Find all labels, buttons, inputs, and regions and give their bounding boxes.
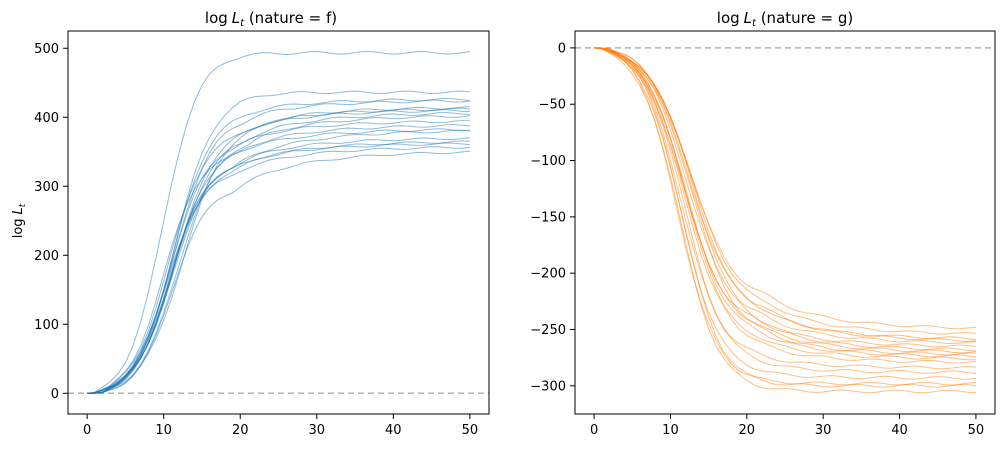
y-tick-label: 500: [34, 42, 59, 57]
subplot-g: log Lt (nature = g) 0 10 20 30 40 50 0 −50 −100 −1…: [530, 9, 996, 438]
chart-title-g: log Lt (nature = g): [717, 9, 853, 29]
series-line: [87, 140, 470, 394]
series-line: [594, 47, 976, 375]
series-line: [87, 142, 470, 394]
y-tick-label: −100: [530, 154, 566, 169]
series-line: [594, 47, 976, 370]
y-tick-label: 400: [34, 111, 59, 126]
series-line: [87, 137, 470, 394]
series-line: [594, 47, 976, 364]
x-tick-label: 20: [232, 423, 249, 438]
axes-frame: [574, 30, 996, 415]
series-line: [87, 119, 470, 394]
series-line: [87, 129, 470, 394]
x-tick-label: 30: [308, 423, 325, 438]
y-tick-label: 0: [51, 387, 59, 402]
x-tick-label: 50: [968, 423, 985, 438]
x-tick-label: 40: [385, 423, 402, 438]
x-tick-label: 50: [462, 423, 479, 438]
series-line: [594, 47, 976, 345]
y-tick-label: 0: [558, 41, 566, 56]
subplot-f: log Lt (nature = f) logLt 0 10 20 30 40 500100…: [11, 9, 490, 438]
series-line: [87, 128, 470, 394]
series-line: [594, 47, 976, 356]
y-tick-label: −250: [530, 323, 566, 338]
x-tick-label: 20: [739, 423, 756, 438]
y-axis-label-f: logLt: [11, 203, 28, 238]
y-tick-label: 100: [34, 318, 59, 333]
x-tick-label: 0: [590, 423, 598, 438]
y-tick-label: −300: [530, 379, 566, 394]
series-line: [594, 47, 976, 394]
x-tick-label: 40: [891, 423, 908, 438]
series-line: [87, 109, 470, 394]
y-tick-label: 300: [34, 180, 59, 195]
series-line: [594, 47, 976, 358]
series-line: [594, 47, 976, 352]
series-line: [594, 47, 976, 342]
x-tick-label: 10: [155, 423, 172, 438]
y-tick-label: 200: [34, 249, 59, 264]
series-line: [594, 47, 976, 388]
series-line: [87, 115, 470, 394]
x-tick-label: 0: [83, 423, 91, 438]
series-line: [87, 112, 470, 394]
x-tick-label: 10: [662, 423, 679, 438]
series-line: [594, 47, 976, 380]
plot-area-g: 0 10 20 30 40 50 0 −50 −100 −150 −200 −250 −300: [530, 30, 996, 438]
series-line: [87, 50, 470, 394]
series-line: [87, 124, 470, 394]
y-tick-label: −150: [530, 210, 566, 225]
y-tick-label: −50: [539, 98, 566, 113]
series-line: [594, 47, 976, 348]
chart-title-f: log Lt (nature = f): [205, 9, 337, 29]
series-line: [87, 146, 470, 394]
x-tick-label: 30: [815, 423, 832, 438]
y-tick-label: −200: [530, 267, 566, 282]
series-line: [87, 150, 470, 394]
axes-frame: [67, 30, 490, 415]
